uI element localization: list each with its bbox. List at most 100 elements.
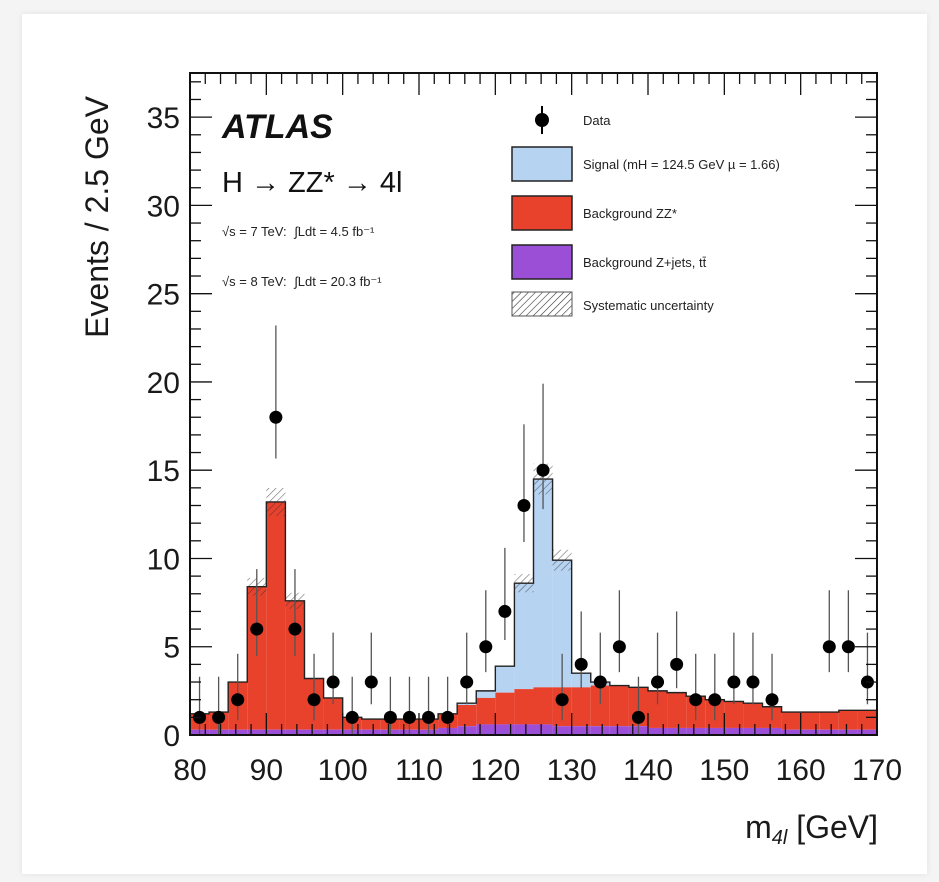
signal-bar bbox=[495, 666, 515, 693]
zjets-bar bbox=[590, 726, 610, 735]
zjets-bar bbox=[724, 727, 744, 735]
x-tick-label: 110 bbox=[395, 754, 443, 787]
zjets-bar bbox=[285, 729, 305, 735]
data-point bbox=[860, 632, 874, 705]
lumi-8tev: √s = 8 TeV: ∫Ldt = 20.3 fb⁻¹ bbox=[222, 274, 382, 289]
data-point bbox=[670, 611, 684, 689]
legend-label-signal: Signal (mH = 124.5 GeV µ = 1.66) bbox=[583, 157, 780, 172]
data-point bbox=[269, 325, 283, 459]
zz-bar bbox=[781, 712, 801, 730]
y-tick-label: 20 bbox=[147, 367, 180, 400]
y-axis-label: Events / 2.5 GeV bbox=[79, 95, 115, 338]
data-point bbox=[651, 632, 665, 705]
zz-bar bbox=[323, 697, 343, 730]
zz-bar bbox=[590, 685, 610, 727]
zz-bar bbox=[266, 501, 286, 730]
zz-bar bbox=[838, 710, 858, 730]
zz-bar bbox=[648, 690, 668, 728]
legend: Data Signal (mH = 124.5 GeV µ = 1.66) Ba… bbox=[511, 106, 780, 317]
zjets-bar bbox=[781, 729, 801, 735]
x-tick-label: 120 bbox=[470, 754, 520, 787]
zz-bar bbox=[819, 712, 839, 730]
data-point bbox=[536, 383, 550, 510]
zjets-bar bbox=[800, 729, 820, 735]
y-tick-label: 35 bbox=[147, 102, 180, 135]
zz-bar bbox=[495, 692, 515, 725]
x-tick-label: 150 bbox=[699, 754, 749, 787]
zz-bar bbox=[609, 685, 629, 727]
zz-bar bbox=[667, 692, 687, 728]
x-axis-label: m4l [GeV] bbox=[745, 809, 878, 849]
zz-bar bbox=[857, 710, 877, 730]
data-point bbox=[765, 653, 779, 721]
x-axis-label-unit: [GeV] bbox=[787, 809, 878, 845]
zjets-bar bbox=[819, 729, 839, 735]
zjets-bar bbox=[571, 726, 591, 735]
y-tick-label: 0 bbox=[163, 720, 180, 753]
legend-entry-signal: Signal (mH = 124.5 GeV µ = 1.66) bbox=[511, 146, 780, 182]
lumi-7tev-integral: ∫Ldt = 4.5 fb⁻¹ bbox=[293, 224, 375, 239]
data-point bbox=[612, 590, 626, 673]
data-point bbox=[841, 590, 855, 673]
zjets-bar bbox=[495, 724, 515, 735]
y-tick-label: 15 bbox=[147, 455, 180, 488]
data-point bbox=[326, 632, 340, 705]
experiment-label: ATLAS bbox=[221, 108, 333, 146]
data-point bbox=[555, 653, 569, 721]
data-point bbox=[460, 632, 474, 705]
data-point bbox=[479, 590, 493, 673]
data-point bbox=[364, 632, 378, 705]
data-point bbox=[822, 590, 836, 673]
zjets-bar bbox=[857, 729, 877, 735]
zjets-bar bbox=[552, 726, 572, 735]
signal-bar bbox=[552, 560, 572, 688]
syst-band bbox=[552, 549, 572, 571]
zz-bar bbox=[476, 697, 496, 725]
data-point bbox=[231, 653, 245, 721]
zz-bar bbox=[743, 703, 763, 728]
data-point bbox=[593, 632, 607, 705]
zjets-bar bbox=[838, 729, 858, 735]
zz-bar bbox=[571, 687, 591, 727]
x-tick-label: 90 bbox=[250, 754, 283, 787]
zjets-bar bbox=[648, 727, 668, 735]
zjets-bar bbox=[476, 724, 496, 735]
legend-entry-syst: Systematic uncertainty bbox=[511, 291, 714, 317]
x-tick-label: 170 bbox=[852, 754, 902, 787]
zz-bar bbox=[800, 712, 820, 730]
data-point bbox=[250, 569, 264, 657]
data-point bbox=[307, 653, 321, 721]
zjets-bar bbox=[743, 727, 763, 735]
signal-bar bbox=[514, 583, 534, 690]
zz-bar bbox=[361, 719, 381, 730]
x-tick-label: 140 bbox=[623, 754, 673, 787]
legend-label-data: Data bbox=[583, 113, 611, 128]
x-tick-label: 130 bbox=[547, 754, 597, 787]
zjets-bar bbox=[667, 727, 687, 735]
zjets-bar bbox=[247, 729, 267, 735]
data-point bbox=[383, 676, 397, 735]
zjets-bar bbox=[686, 727, 706, 735]
data-point bbox=[345, 676, 359, 735]
data-point bbox=[631, 676, 645, 735]
plot-frame bbox=[189, 72, 878, 736]
zz-bar bbox=[247, 586, 267, 730]
legend-label-zjets: Background Z+jets, tt̄ bbox=[583, 255, 707, 270]
legend-entry-zjets: Background Z+jets, tt̄ bbox=[511, 244, 707, 280]
y-tick-label: 30 bbox=[147, 190, 180, 223]
syst-band bbox=[514, 574, 534, 593]
zz-bar bbox=[514, 689, 534, 725]
data-point bbox=[288, 569, 302, 657]
zjets-bar bbox=[533, 724, 553, 735]
axes: 80 90 100 110 120 130 140 150 160 170 0 5 10 15 20 25 30… bbox=[147, 73, 902, 787]
zjets-bar bbox=[705, 727, 725, 735]
lumi-7tev-energy: √s = 7 TeV: bbox=[222, 224, 287, 239]
lumi-8tev-integral: ∫Ldt = 20.3 fb⁻¹ bbox=[293, 274, 382, 289]
lumi-7tev: √s = 7 TeV: ∫Ldt = 4.5 fb⁻¹ bbox=[222, 224, 375, 239]
x-tick-label: 160 bbox=[776, 754, 826, 787]
data-point bbox=[402, 676, 416, 735]
lumi-8tev-energy: √s = 8 TeV: bbox=[222, 274, 287, 289]
y-tick-label: 5 bbox=[163, 632, 180, 665]
